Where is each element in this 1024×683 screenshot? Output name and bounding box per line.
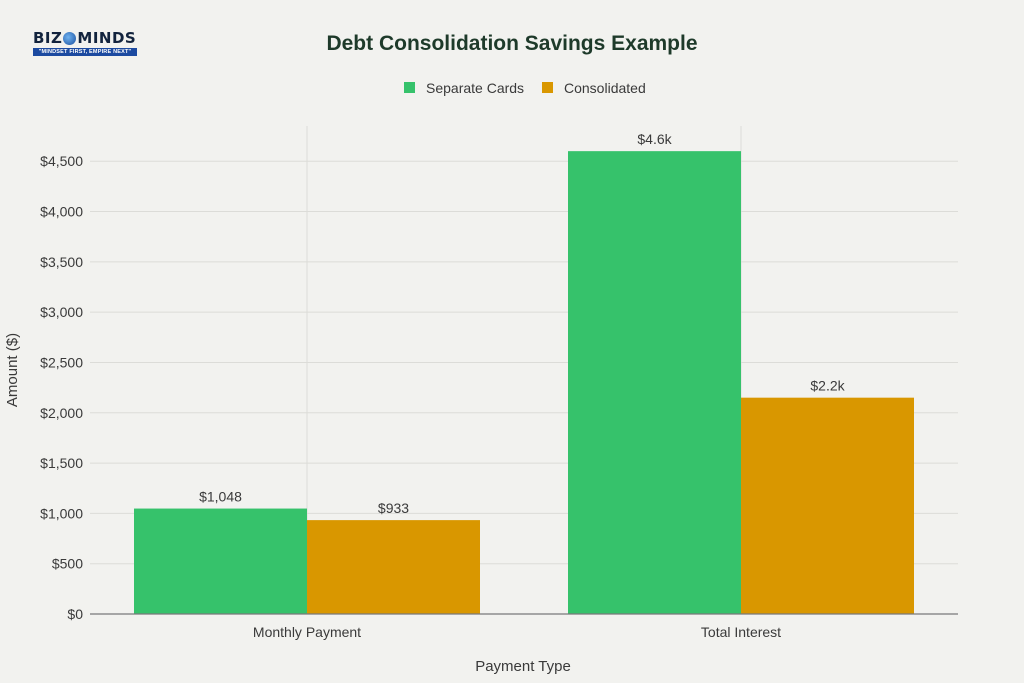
bar-separate-cards: [568, 151, 741, 614]
x-axis-label: Payment Type: [475, 658, 571, 675]
bars: $1,048 $933 Monthly Payment $4.6k $2.2k Total…: [134, 131, 914, 640]
legend-swatch: [404, 82, 415, 93]
x-tick-label: Total Interest: [701, 624, 781, 640]
y-tick-label: $4,500: [40, 153, 83, 169]
bar-separate-cards: [134, 508, 307, 614]
y-tick-label: $3,500: [40, 254, 83, 270]
x-tick-label: Monthly Payment: [253, 624, 361, 640]
bar-consolidated: [307, 520, 480, 614]
logo-text-left: BIZ: [33, 29, 63, 47]
legend-label: Consolidated: [564, 80, 646, 96]
data-label: $2.2k: [810, 378, 845, 394]
bar-consolidated: [741, 397, 914, 614]
y-tick-label: $4,000: [40, 204, 83, 220]
y-axis-label: Amount ($): [4, 333, 21, 407]
logo-tagline: "MINDSET FIRST, EMPIRE NEXT": [33, 48, 137, 56]
chart-legend: Separate Cards Consolidated: [404, 80, 646, 96]
y-tick-label: $0: [67, 606, 83, 622]
logo-wordmark: BIZ MINDS: [33, 30, 137, 47]
y-tick-label: $3,000: [40, 304, 83, 320]
y-tick-label: $2,000: [40, 405, 83, 421]
logo-text-right: MINDS: [77, 29, 137, 47]
data-label: $1,048: [199, 489, 242, 505]
legend-label: Separate Cards: [426, 80, 524, 96]
y-tick-label: $1,500: [40, 455, 83, 471]
y-tick-label: $2,500: [40, 354, 83, 370]
y-tick-label: $500: [52, 556, 83, 572]
data-label: $933: [378, 500, 409, 516]
brand-logo: BIZ MINDS "MINDSET FIRST, EMPIRE NEXT": [33, 30, 137, 56]
legend-swatch: [542, 82, 553, 93]
globe-icon: [63, 32, 77, 45]
chart-title: Debt Consolidation Savings Example: [326, 32, 697, 55]
data-label: $4.6k: [637, 131, 672, 147]
y-tick-label: $1,000: [40, 505, 83, 521]
